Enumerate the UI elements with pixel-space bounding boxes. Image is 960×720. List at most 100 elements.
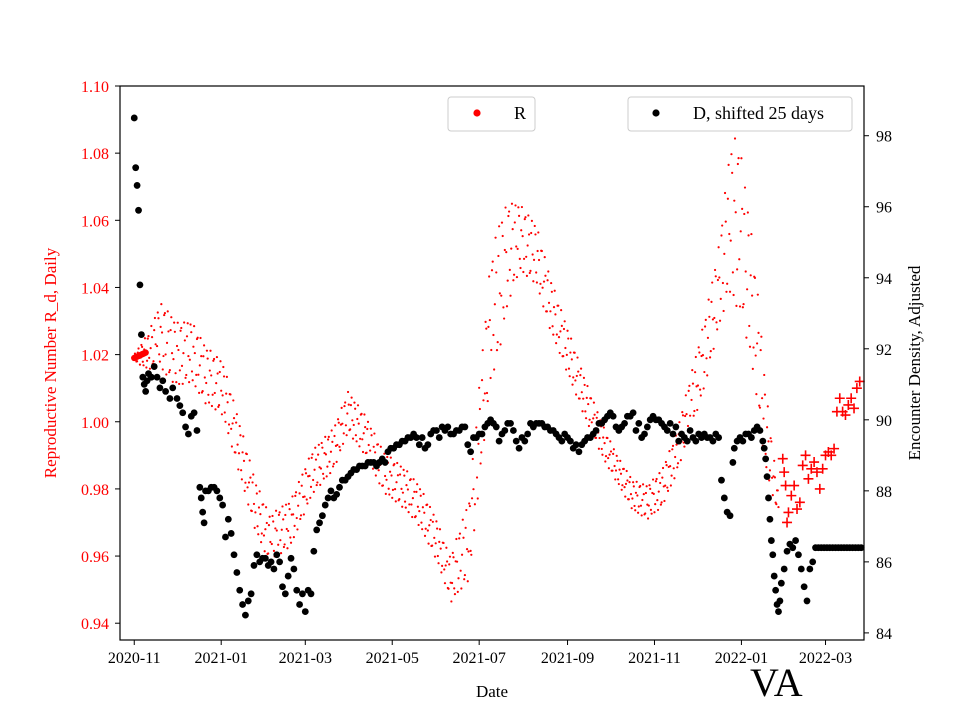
d-point — [780, 565, 788, 573]
r-point — [745, 336, 748, 339]
r-point — [509, 294, 512, 297]
r-point — [554, 313, 557, 316]
r-point — [587, 424, 591, 428]
r-point — [656, 498, 659, 502]
r-point — [384, 492, 387, 495]
r-point — [304, 472, 308, 475]
r-point — [653, 511, 656, 514]
r-point — [217, 405, 220, 409]
r-point — [636, 494, 639, 497]
r-point — [762, 417, 765, 420]
d-point — [692, 437, 700, 445]
r-point — [277, 543, 280, 546]
r-point — [283, 543, 286, 546]
r-point — [775, 503, 778, 506]
r-point — [227, 432, 230, 435]
d-point — [765, 494, 772, 502]
r-point — [502, 306, 505, 309]
r-point — [729, 239, 732, 242]
y-left-tick-label: 1.02 — [81, 348, 109, 365]
d-point — [720, 494, 728, 502]
r-point — [186, 322, 189, 325]
d-point — [179, 409, 187, 417]
r-point — [623, 486, 626, 489]
r-point — [521, 235, 524, 238]
r-point — [429, 518, 432, 522]
r-point — [721, 224, 724, 227]
r-point — [655, 477, 658, 481]
r-point — [515, 275, 519, 279]
r-point — [416, 505, 419, 508]
r-point — [530, 231, 533, 235]
d-point — [759, 437, 767, 445]
r-point — [284, 513, 287, 517]
r-point — [570, 358, 573, 361]
r-point — [288, 508, 291, 511]
r-point — [681, 410, 684, 414]
d-point — [435, 434, 443, 441]
r-point — [597, 447, 600, 450]
r-point — [468, 504, 472, 508]
r-point — [654, 480, 658, 483]
r-point — [495, 349, 499, 352]
r-point — [452, 556, 455, 559]
d-point — [792, 537, 799, 544]
r-point — [602, 436, 605, 439]
r-point — [650, 512, 653, 515]
d-point — [770, 572, 778, 580]
r-point — [260, 541, 263, 544]
r-point — [669, 484, 672, 487]
r-point — [547, 270, 550, 273]
r-point — [391, 496, 394, 499]
r-point — [396, 474, 400, 477]
r-point — [443, 582, 447, 585]
r-point — [757, 331, 760, 335]
r-point — [435, 520, 438, 523]
r-point — [340, 406, 343, 410]
r-point — [565, 353, 568, 356]
r-point — [582, 376, 586, 379]
r-point — [715, 321, 718, 324]
r-point — [335, 460, 338, 463]
r-point — [188, 381, 191, 384]
d-point — [159, 377, 167, 385]
d-point — [433, 427, 440, 434]
r-plus-marker — [779, 467, 790, 478]
y-right-tick-label: 94 — [876, 271, 892, 288]
r-point — [483, 438, 486, 442]
r-point — [755, 393, 758, 396]
r-point — [453, 587, 456, 590]
r-point — [440, 571, 443, 574]
r-point — [690, 398, 693, 402]
r-point — [609, 440, 612, 443]
r-point — [193, 325, 196, 328]
d-point — [413, 434, 420, 441]
r-point — [388, 470, 392, 473]
r-point — [776, 489, 779, 492]
r-point — [711, 281, 714, 284]
r-point — [744, 270, 747, 273]
r-point — [320, 441, 323, 445]
r-point — [428, 524, 431, 527]
d-point — [495, 437, 503, 445]
d-point — [478, 430, 486, 438]
r-point — [275, 529, 278, 532]
r-point — [176, 321, 179, 324]
r-point — [611, 469, 614, 472]
r-point — [598, 436, 601, 440]
r-point — [706, 374, 709, 377]
r-point — [136, 360, 139, 363]
r-point — [525, 274, 529, 277]
r-point — [175, 344, 179, 348]
x-axis-label: Date — [476, 682, 508, 701]
r-point — [488, 275, 491, 278]
r-point — [773, 476, 777, 479]
r-point — [666, 489, 670, 492]
r-point — [326, 465, 329, 468]
r-point — [207, 401, 211, 404]
r-point — [427, 542, 430, 545]
r-plus-marker — [803, 473, 814, 484]
d-point — [524, 430, 532, 438]
r-point — [369, 427, 372, 430]
r-point — [177, 348, 180, 352]
